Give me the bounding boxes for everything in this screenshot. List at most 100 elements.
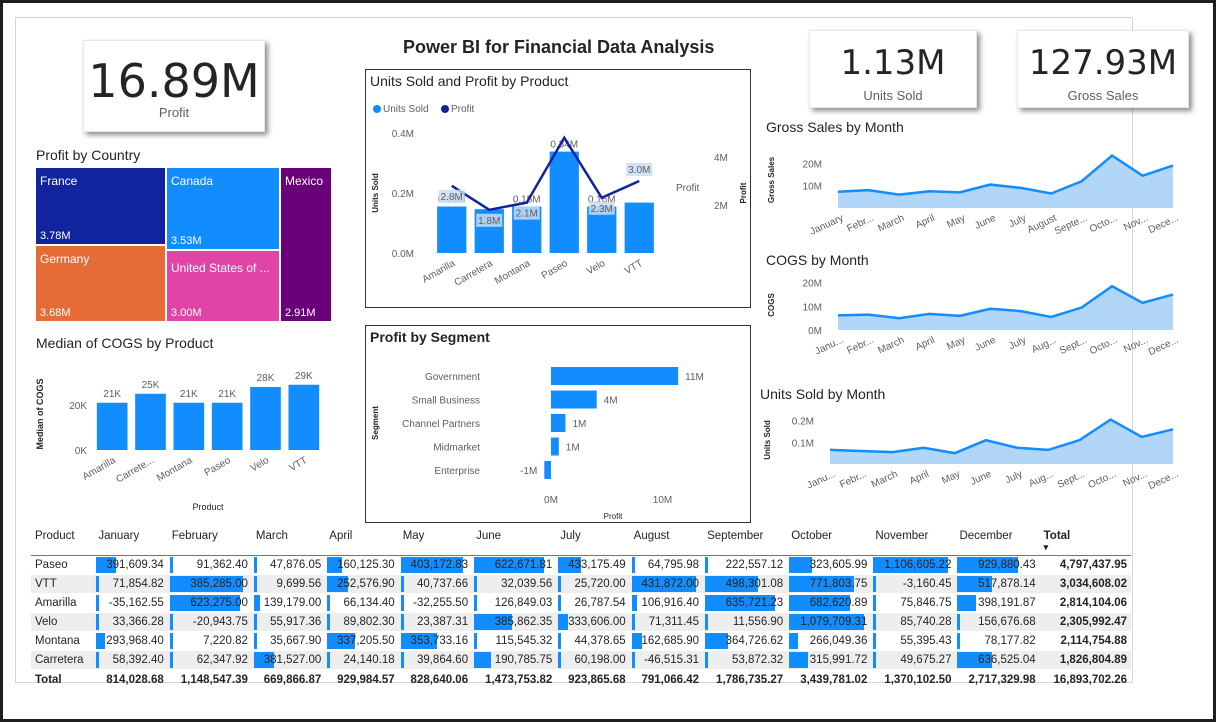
table-cell[interactable]: 9,699.56 bbox=[251, 574, 326, 594]
column-header[interactable]: Total ▾ bbox=[1043, 530, 1071, 552]
units-sold-bar[interactable] bbox=[437, 206, 467, 254]
table-cell[interactable]: 431,872.00 bbox=[629, 574, 704, 594]
table-cell[interactable]: 39,864.60 bbox=[398, 650, 473, 670]
table-cell[interactable]: 25,720.00 bbox=[556, 574, 630, 594]
treemap-tile-united-states[interactable]: United States of ... 3.00M bbox=[167, 251, 279, 321]
table-cell[interactable]: 11,556.90 bbox=[703, 612, 788, 632]
table-cell[interactable]: 78,177.82 bbox=[955, 631, 1040, 651]
table-cell[interactable]: 49,675.27 bbox=[871, 650, 956, 670]
table-cell[interactable]: 635,721.23 bbox=[703, 593, 788, 613]
table-cell[interactable]: 353,733.16 bbox=[398, 631, 473, 651]
column-header[interactable]: April bbox=[329, 530, 353, 542]
table-cell[interactable]: 315,991.72 bbox=[787, 650, 872, 670]
total-row[interactable]: Total 814,028.68 1,148,547.39 669,866.87 929… bbox=[31, 669, 1131, 691]
table-cell[interactable]: 385,285.00 bbox=[167, 574, 252, 594]
table-cell[interactable]: 398,191.87 bbox=[955, 593, 1040, 613]
column-header[interactable]: March bbox=[255, 530, 288, 542]
row-header[interactable]: VTT bbox=[31, 574, 95, 594]
table-cell[interactable]: 139,179.00 bbox=[251, 593, 326, 613]
table-cell[interactable]: 71,311.45 bbox=[629, 612, 704, 632]
treemap-tile-france[interactable]: France 3.78M bbox=[36, 168, 165, 244]
table-cell[interactable]: 636,525.04 bbox=[955, 650, 1040, 670]
table-cell[interactable]: 333,606.00 bbox=[556, 612, 630, 632]
column-header[interactable]: Product bbox=[35, 530, 75, 542]
table-cell[interactable]: 62,347.92 bbox=[167, 650, 252, 670]
row-header[interactable]: Velo bbox=[31, 612, 95, 632]
sort-desc-icon[interactable]: ▾ bbox=[1043, 542, 1049, 552]
total-cell[interactable]: 929,984.57 bbox=[337, 674, 395, 686]
total-cell[interactable]: 1,473,753.82 bbox=[485, 674, 553, 686]
table-row[interactable]: VTT 71,854.82 385,285.00 9,699.56 252,576.90… bbox=[31, 574, 1131, 594]
column-header[interactable]: February bbox=[171, 530, 218, 542]
gross-sales-month-chart[interactable]: Gross Sales 10M 20M January Febr... March Apri… bbox=[760, 138, 1195, 243]
profit-line[interactable] bbox=[451, 135, 640, 212]
row-header[interactable]: Amarilla bbox=[31, 593, 95, 613]
row-header[interactable]: Montana bbox=[31, 631, 95, 651]
bar[interactable] bbox=[250, 387, 281, 450]
column-header[interactable]: May bbox=[402, 530, 425, 542]
total-cell[interactable]: 1,148,547.39 bbox=[180, 674, 248, 686]
row-total[interactable]: 4,797,437.95 bbox=[1039, 555, 1131, 575]
bar[interactable] bbox=[135, 393, 166, 450]
table-row[interactable]: Carretera 58,392.40 62,347.92 381,527.00 24,… bbox=[31, 650, 1131, 670]
units-sold-bar[interactable] bbox=[624, 202, 654, 253]
table-row[interactable]: Montana 293,968.40 7,220.82 35,667.90 337,20… bbox=[31, 631, 1131, 651]
table-cell[interactable]: 682,620.89 bbox=[787, 593, 872, 613]
table-cell[interactable]: -46,515.31 bbox=[629, 650, 704, 670]
treemap[interactable]: France 3.78M Canada 3.53M Mexico 2.91M G… bbox=[36, 168, 331, 321]
table-cell[interactable]: 85,740.28 bbox=[871, 612, 956, 632]
bar[interactable] bbox=[288, 384, 320, 450]
table-cell[interactable]: 60,198.00 bbox=[556, 650, 630, 670]
table-cell[interactable]: -35,162.55 bbox=[94, 593, 168, 613]
table-cell[interactable]: 160,125.30 bbox=[325, 555, 399, 575]
bar[interactable] bbox=[211, 402, 243, 450]
row-total[interactable]: 2,114,754.88 bbox=[1039, 631, 1131, 651]
row-total[interactable]: 2,814,104.06 bbox=[1039, 593, 1131, 613]
total-cell[interactable]: 2,717,329.98 bbox=[968, 674, 1036, 686]
table-cell[interactable]: 106,916.40 bbox=[629, 593, 704, 613]
units-sold-bar[interactable] bbox=[549, 151, 579, 253]
column-header[interactable]: December bbox=[959, 530, 1013, 542]
table-cell[interactable]: 35,667.90 bbox=[251, 631, 326, 651]
table-cell[interactable]: 517,878.14 bbox=[955, 574, 1040, 594]
treemap-tile-germany[interactable]: Germany 3.68M bbox=[36, 246, 165, 321]
table-cell[interactable]: 433,175.49 bbox=[556, 555, 630, 575]
table-cell[interactable]: 32,039.56 bbox=[472, 574, 557, 594]
table-cell[interactable]: 66,134.40 bbox=[325, 593, 399, 613]
table-cell[interactable]: -3,160.45 bbox=[871, 574, 956, 594]
row-total[interactable]: 2,305,992.47 bbox=[1039, 612, 1131, 632]
table-cell[interactable]: 293,968.40 bbox=[94, 631, 168, 651]
table-cell[interactable]: 55,395.43 bbox=[871, 631, 956, 651]
table-cell[interactable]: 222,557.12 bbox=[703, 555, 788, 575]
total-cell[interactable]: 1,786,735.27 bbox=[716, 674, 784, 686]
column-header[interactable]: September bbox=[707, 530, 764, 542]
table-cell[interactable]: 115,545.32 bbox=[472, 631, 557, 651]
table-cell[interactable]: 266,049.36 bbox=[787, 631, 872, 651]
table-cell[interactable]: 1,106,605.22 bbox=[871, 555, 956, 575]
table-cell[interactable]: 385,862.35 bbox=[472, 612, 557, 632]
table-cell[interactable]: 162,685.90 bbox=[629, 631, 704, 651]
total-cell[interactable]: 1,370,102.50 bbox=[884, 674, 952, 686]
column-header[interactable]: October bbox=[791, 530, 833, 542]
table-cell[interactable]: 47,876.05 bbox=[251, 555, 326, 575]
table-row[interactable]: Paseo 391,609.34 91,362.40 47,876.05 160,125… bbox=[31, 555, 1131, 575]
table-cell[interactable]: 381,527.00 bbox=[251, 650, 326, 670]
segment-bar[interactable] bbox=[551, 367, 679, 385]
column-header[interactable]: November bbox=[875, 530, 929, 542]
table-cell[interactable]: 498,301.08 bbox=[703, 574, 788, 594]
units-sold-card[interactable]: 1.13M Units Sold bbox=[809, 30, 977, 108]
table-cell[interactable]: 126,849.03 bbox=[472, 593, 557, 613]
table-cell[interactable]: 44,378.65 bbox=[556, 631, 630, 651]
cogs-month-chart[interactable]: COGS 0M 10M 20M Janu... Febr... March April May J… bbox=[760, 269, 1195, 367]
table-cell[interactable]: 7,220.82 bbox=[167, 631, 252, 651]
table-cell[interactable]: 23,387.31 bbox=[398, 612, 473, 632]
table-cell[interactable]: 40,737.66 bbox=[398, 574, 473, 594]
median-cogs-chart[interactable]: Median of COGS 0K 20K 21K Amarilla 25K Carrete… bbox=[33, 358, 333, 518]
segment-bar[interactable] bbox=[551, 437, 559, 456]
table-cell[interactable]: 91,362.40 bbox=[167, 555, 252, 575]
treemap-tile-mexico[interactable]: Mexico 2.91M bbox=[281, 168, 331, 321]
segment-bar[interactable] bbox=[551, 390, 597, 409]
series-line[interactable] bbox=[837, 284, 1174, 320]
table-row[interactable]: Velo 33,366.28 -20,943.75 55,917.36 89,802.3… bbox=[31, 612, 1131, 632]
table-cell[interactable]: 252,576.90 bbox=[325, 574, 399, 594]
